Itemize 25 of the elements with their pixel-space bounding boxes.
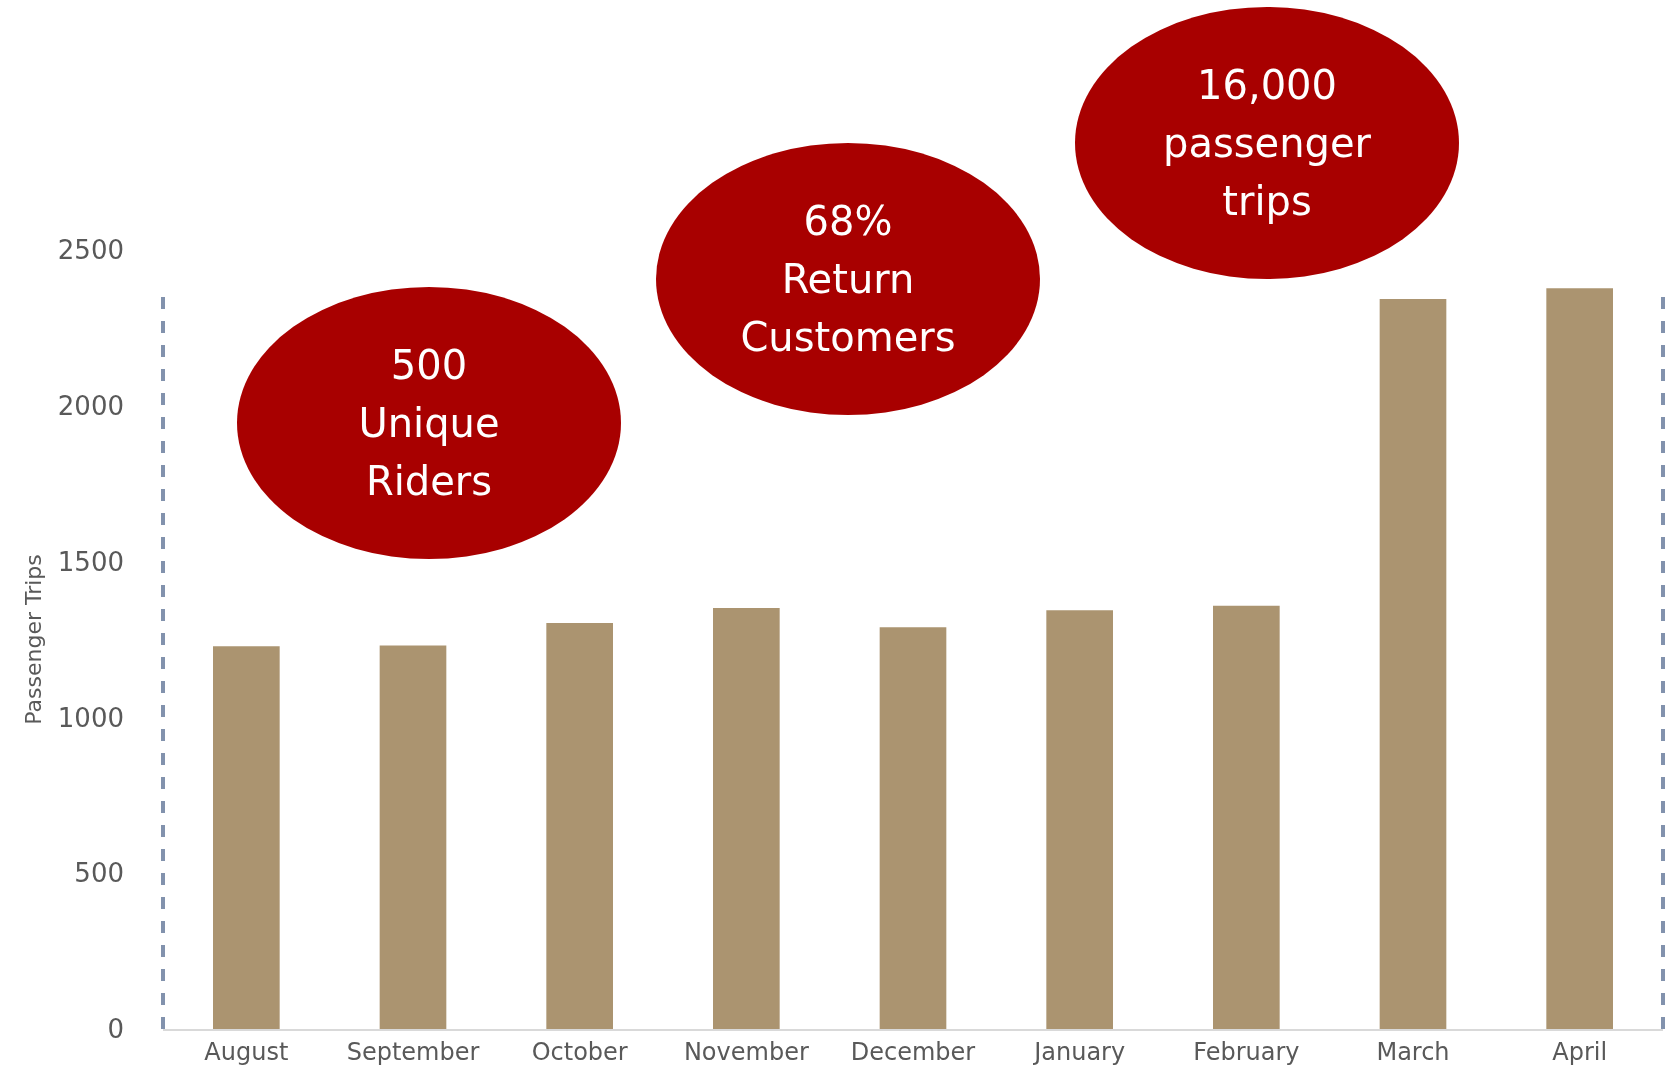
bar	[213, 646, 280, 1029]
bar	[1213, 605, 1280, 1029]
y-tick-label: 500	[74, 858, 124, 889]
y-tick-label: 0	[107, 1014, 124, 1045]
x-tick-label: February	[1193, 1037, 1300, 1066]
y-tick-label: 1000	[57, 702, 124, 733]
x-tick-label: April	[1552, 1037, 1608, 1066]
bar	[1046, 610, 1113, 1029]
x-tick-label: August	[204, 1037, 289, 1066]
x-tick-label: January	[1032, 1037, 1126, 1066]
bar	[713, 608, 780, 1029]
x-tick-label: October	[531, 1037, 628, 1066]
y-tick-label: 2000	[57, 390, 124, 421]
bar	[1546, 288, 1613, 1029]
y-tick-label: 1500	[57, 546, 124, 577]
y-axis-title: Passenger Trips	[20, 554, 46, 725]
y-tick-label: 2500	[57, 235, 124, 266]
bar	[546, 622, 613, 1029]
bar	[379, 645, 447, 1029]
x-tick-label: December	[850, 1037, 976, 1066]
x-tick-label: November	[683, 1037, 809, 1066]
bar	[1379, 298, 1447, 1029]
bar	[879, 627, 947, 1029]
x-tick-label: March	[1376, 1037, 1450, 1066]
x-tick-label: September	[346, 1037, 480, 1066]
